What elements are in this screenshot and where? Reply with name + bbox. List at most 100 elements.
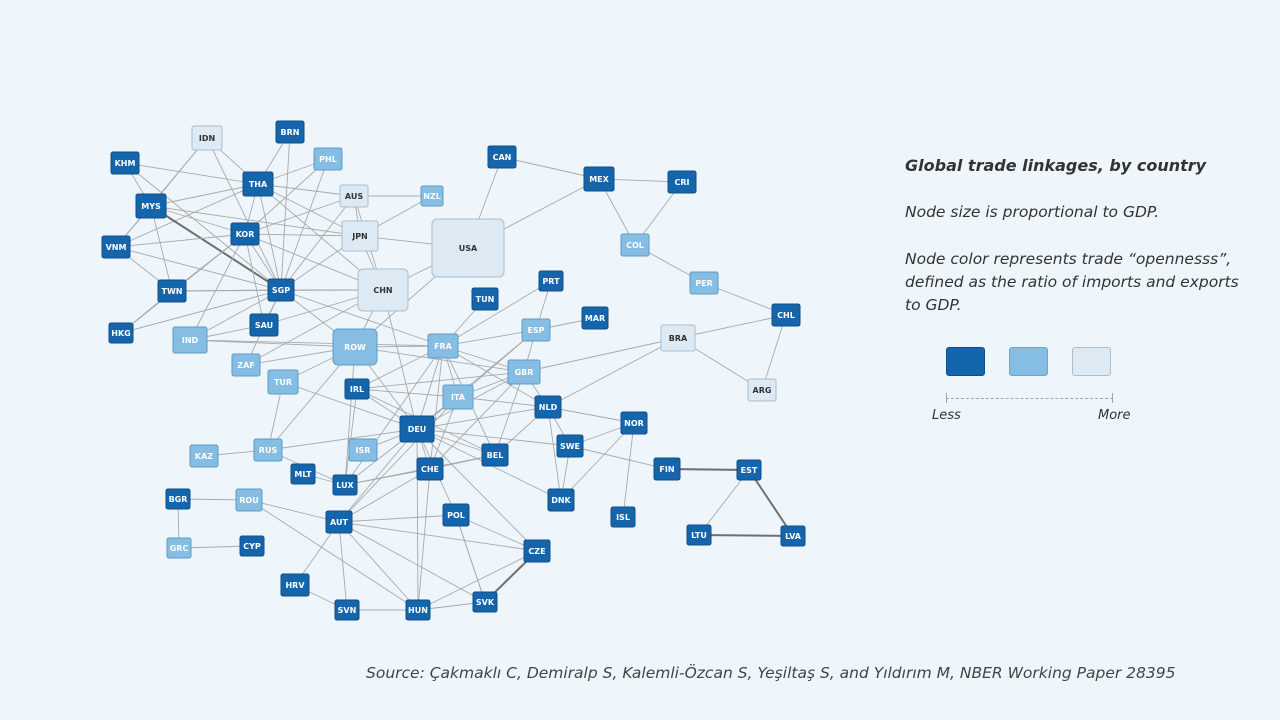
node-rus: RUS (253, 438, 283, 462)
edge-che-lux (344, 468, 431, 486)
edge-deu-rus (267, 428, 418, 451)
node-label: SGP (272, 286, 290, 295)
node-nld: NLD (534, 395, 562, 419)
color-note: Node color represents trade “opennesss”,… (905, 250, 1239, 314)
edge-idn-sgp (206, 137, 282, 291)
node-est: EST (736, 459, 762, 481)
edge-ind-row (189, 339, 356, 348)
node-label: KOR (236, 230, 255, 239)
node-sau: SAU (249, 313, 279, 337)
node-label: LVA (785, 532, 802, 541)
node-label: LUX (336, 481, 354, 490)
node-box (581, 306, 609, 330)
edge-kor-ind (189, 233, 246, 341)
node-box (334, 599, 360, 621)
legend-swatch-mid (1009, 347, 1048, 376)
source-citation: Source: Çakmaklı C, Demiralp S, Kalemli-… (366, 664, 1176, 682)
node-label: ISL (616, 513, 630, 522)
node-box (610, 506, 636, 528)
node-label: NLD (539, 403, 558, 412)
node-box (472, 591, 498, 613)
edge-nor-dnk (560, 422, 635, 501)
node-gbr: GBR (507, 359, 541, 385)
node-tun: TUN (471, 287, 499, 311)
node-box (416, 457, 444, 481)
node-label: MLT (294, 470, 312, 479)
edge-rou-aut (248, 499, 340, 523)
node-label: DEU (408, 425, 427, 434)
edge-mys-jpn (150, 205, 361, 237)
node-hkg: HKG (108, 322, 134, 344)
edge-irl-ita (356, 388, 459, 398)
node-box (523, 539, 551, 563)
node-chl: CHL (771, 303, 801, 327)
node-box (249, 313, 279, 337)
node-cyp: CYP (239, 535, 265, 557)
node-label: BRN (281, 128, 300, 137)
node-box (442, 384, 474, 410)
node-label: CAN (493, 153, 512, 162)
legend-tick-right (1112, 393, 1113, 403)
node-box (166, 537, 192, 559)
node-label: SWE (560, 442, 580, 451)
edge-che-aut (338, 468, 431, 523)
edge-deu-nld (416, 406, 549, 430)
node-aus: AUS (339, 184, 369, 208)
node-per: PER (689, 271, 719, 295)
node-box (686, 524, 712, 546)
node-box (230, 222, 260, 246)
node-chn: CHN (357, 268, 409, 312)
node-label: JPN (351, 232, 368, 241)
node-box (547, 488, 575, 512)
node-svk: SVK (472, 591, 498, 613)
node-fra: FRA (427, 333, 459, 359)
edge-aus-sgp (280, 195, 355, 291)
edge-ind-fra (189, 339, 444, 347)
node-label: HUN (408, 606, 428, 615)
node-isl: ISL (610, 506, 636, 528)
node-label: HRV (285, 581, 305, 590)
edge-hkg-sgp (120, 289, 282, 334)
node-tur: TUR (267, 369, 299, 395)
node-box (267, 369, 299, 395)
node-box (667, 170, 697, 194)
node-label: AUS (345, 192, 363, 201)
node-cri: CRI (667, 170, 697, 194)
node-label: SAU (255, 321, 273, 330)
node-isr: ISR (348, 438, 378, 462)
node-ind: IND (172, 326, 208, 354)
node-box (325, 510, 353, 534)
node-box (405, 599, 431, 621)
node-irl: IRL (344, 378, 370, 400)
node-label: RUS (259, 446, 278, 455)
edge-bra-gbr (523, 337, 679, 373)
legend-label-less: Less (932, 408, 961, 423)
node-bel: BEL (481, 443, 509, 467)
node-box (427, 333, 459, 359)
node-box (332, 474, 358, 496)
node-label: GBR (515, 368, 534, 377)
edge-ita-aut (338, 396, 459, 523)
node-ltu: LTU (686, 524, 712, 546)
node-dnk: DNK (547, 488, 575, 512)
node-label: MEX (589, 175, 609, 184)
node-box (736, 459, 762, 481)
legend-tick-left (946, 393, 947, 403)
node-box (620, 233, 650, 257)
edge-mys-twn (150, 205, 173, 292)
edge-row-lux (344, 346, 356, 486)
node-zaf: ZAF (231, 353, 261, 377)
node-label: CYP (243, 542, 261, 551)
node-label: BGR (169, 495, 188, 504)
node-box (189, 444, 219, 468)
node-label: FIN (659, 465, 674, 474)
node-label: MAR (585, 314, 605, 323)
node-label: CRI (674, 178, 689, 187)
node-khm: KHM (110, 151, 140, 175)
node-label: MYS (141, 202, 161, 211)
node-box (471, 287, 499, 311)
edge-chl-arg (761, 314, 787, 391)
node-box (747, 378, 777, 402)
node-box (157, 279, 187, 303)
node-label: SVK (476, 598, 495, 607)
